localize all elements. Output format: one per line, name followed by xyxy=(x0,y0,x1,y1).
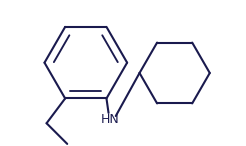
Text: HN: HN xyxy=(101,113,120,126)
